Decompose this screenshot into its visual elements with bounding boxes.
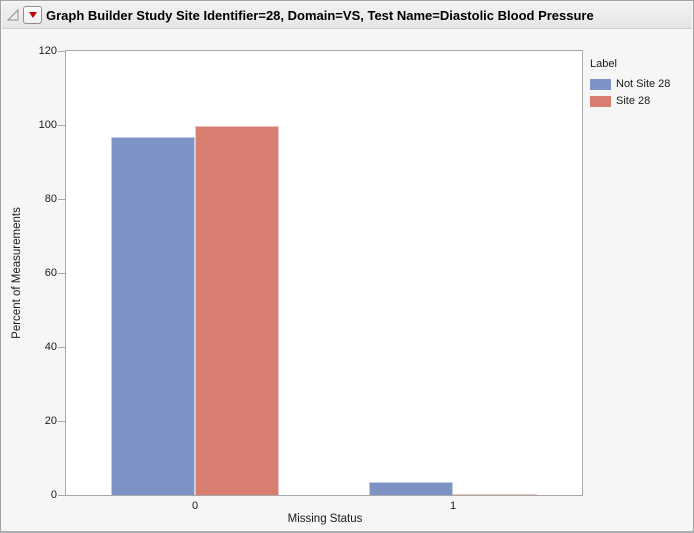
y-axis-label: Percent of Measurements — [11, 207, 23, 339]
report-title-bar: Graph Builder Study Site Identifier=28, … — [2, 2, 692, 29]
bar-site-28-cat0[interactable] — [195, 126, 279, 495]
bar-site-28-cat1[interactable] — [453, 493, 537, 495]
bar-not-site-28-cat1[interactable] — [369, 482, 453, 495]
legend-items: Not Site 28 Site 28 — [590, 78, 670, 107]
y-tick-label: 120 — [38, 45, 57, 57]
legend-swatch — [590, 95, 611, 107]
legend-label: Not Site 28 — [616, 78, 671, 90]
y-tick-label: 20 — [44, 415, 57, 427]
y-tick-mark — [58, 421, 65, 422]
plot-area[interactable] — [65, 50, 583, 496]
legend-item-not-site-28[interactable]: Not Site 28 — [590, 78, 670, 90]
y-tick-mark — [58, 51, 65, 52]
report-title: Graph Builder Study Site Identifier=28, … — [46, 7, 594, 23]
legend-swatch — [590, 78, 611, 90]
y-tick-mark — [58, 273, 65, 274]
red-triangle-menu-button[interactable] — [23, 6, 42, 24]
legend-label: Site 28 — [616, 95, 651, 107]
legend-title: Label — [590, 58, 617, 70]
legend: Label Not Site 28 Site 28 — [590, 58, 670, 112]
x-tick-label: 0 — [191, 500, 199, 512]
y-tick-label: 100 — [38, 119, 57, 131]
y-tick-mark — [58, 495, 65, 496]
y-tick-label: 40 — [44, 341, 57, 353]
x-tick-label: 1 — [449, 500, 457, 512]
y-tick-mark — [58, 125, 65, 126]
y-tick-mark — [58, 347, 65, 348]
y-tick-label: 80 — [44, 193, 57, 205]
y-tick-mark — [58, 199, 65, 200]
x-axis-label: Missing Status — [287, 513, 363, 525]
legend-item-site-28[interactable]: Site 28 — [590, 95, 670, 107]
bar-not-site-28-cat0[interactable] — [111, 136, 195, 495]
y-tick-label: 60 — [44, 267, 57, 279]
y-tick-label: 0 — [50, 489, 57, 501]
red-triangle-icon — [28, 12, 37, 18]
disclosure-triangle-icon[interactable] — [6, 8, 20, 22]
